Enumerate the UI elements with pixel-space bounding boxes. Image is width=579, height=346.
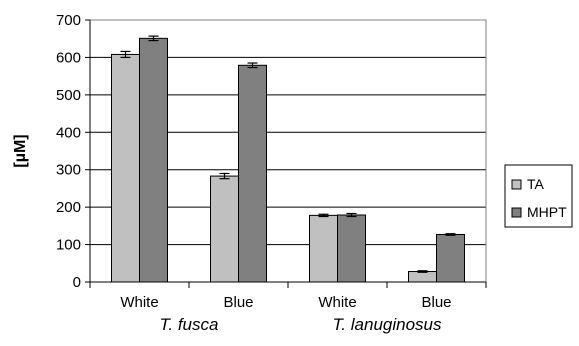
legend-swatch-ta bbox=[511, 179, 522, 190]
bar-ta-3 bbox=[408, 271, 437, 283]
x-category-label: Blue bbox=[421, 294, 451, 311]
x-group-label: T. lanuginosus bbox=[332, 315, 442, 334]
x-category-label: White bbox=[120, 294, 158, 311]
legend-label-mhpt: MHPT bbox=[527, 204, 567, 220]
bar-ta-2 bbox=[309, 214, 338, 283]
x-group-label: T. fusca bbox=[160, 315, 219, 334]
bars bbox=[111, 35, 465, 283]
y-tick-label: 500 bbox=[56, 87, 81, 104]
bar-mhpt-3 bbox=[436, 233, 465, 283]
legend-swatch-mhpt bbox=[511, 207, 522, 218]
y-tick-label: 200 bbox=[56, 199, 81, 216]
y-ticks: 0 100 200 300 400 500 600 700 bbox=[56, 12, 90, 291]
bar-ta-0 bbox=[111, 53, 140, 283]
y-tick-label: 0 bbox=[73, 274, 81, 291]
bar-mhpt-0 bbox=[139, 37, 168, 283]
x-category-label: Blue bbox=[223, 294, 253, 311]
x-category-label: White bbox=[318, 294, 356, 311]
y-tick-label: 100 bbox=[56, 237, 81, 254]
y-tick-label: 400 bbox=[56, 124, 81, 141]
bar-mhpt-2 bbox=[337, 214, 366, 283]
bar-mhpt-1 bbox=[238, 64, 267, 283]
axes bbox=[89, 19, 487, 288]
legend: TA MHPT bbox=[504, 164, 573, 228]
y-tick-label: 700 bbox=[56, 12, 81, 29]
y-axis-label: [µM] bbox=[12, 134, 29, 167]
y-tick-label: 600 bbox=[56, 49, 81, 66]
y-tick-label: 300 bbox=[56, 162, 81, 179]
legend-label-ta: TA bbox=[527, 176, 545, 192]
bar-ta-1 bbox=[210, 175, 239, 283]
